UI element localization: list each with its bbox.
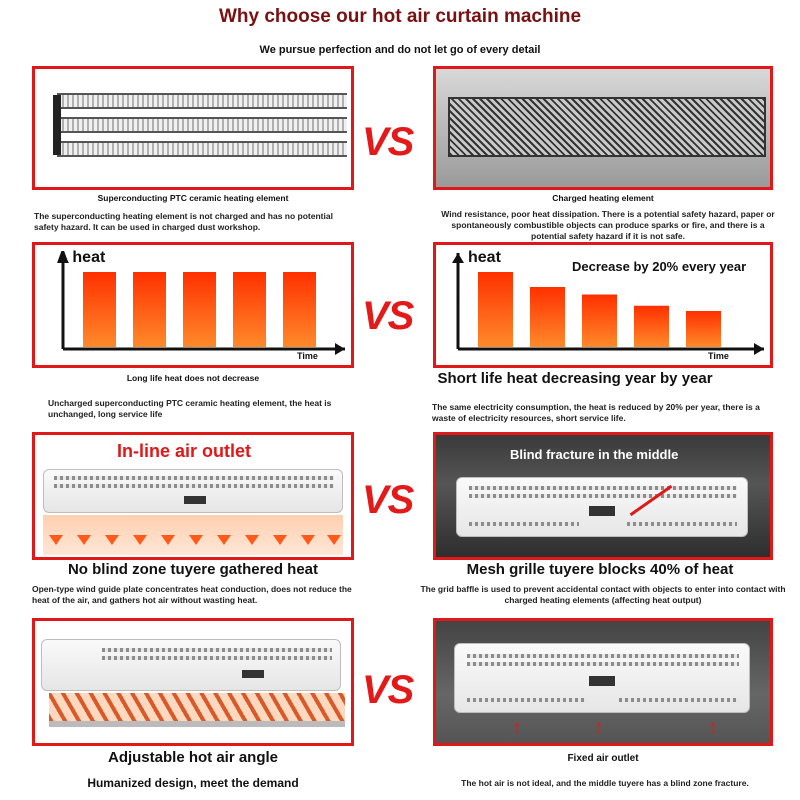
charged-heating-element-image: [436, 69, 770, 187]
inline-air-outlet-panel: In-line air outlet: [32, 432, 354, 560]
heat-bar-chart-left: [57, 253, 345, 355]
vs-label-2: VS: [362, 294, 414, 338]
adjustable-angle-panel: [32, 618, 354, 746]
page-subtitle: We pursue perfection and do not let go o…: [259, 44, 541, 56]
vs-label-3: VS: [362, 478, 414, 522]
y-axis-arrow: [57, 253, 69, 263]
fixed-air-arrow-3: ↑: [708, 717, 718, 739]
heat-bar-chart-right: [452, 253, 764, 355]
heat-bar: [233, 272, 266, 347]
air-curtain-unit-fixed: [454, 643, 750, 713]
chart-xlabel-left: Time: [297, 351, 318, 361]
ptc-heating-element-image: [53, 83, 347, 173]
hot-air-outlet-stream: [43, 515, 343, 555]
short-life-caption: Short life heat decreasing year by year: [437, 370, 713, 387]
no-blind-zone-description: Open-type wind guide plate concentrates …: [32, 584, 352, 605]
air-curtain-unit-adjustable: [41, 639, 341, 691]
ptc-heating-element-panel: [32, 66, 354, 190]
fixed-air-arrow-1: ↑: [512, 717, 522, 739]
air-curtain-unit-left: [43, 469, 343, 513]
charged-description: Wind resistance, poor heat dissipation. …: [441, 209, 775, 241]
y-axis-arrow: [452, 253, 464, 263]
ptc-description: The superconducting heating element is n…: [34, 211, 333, 232]
fixed-outlet-panel: ↑ ↑ ↑: [433, 618, 773, 746]
page-title: Why choose our hot air curtain machine: [218, 6, 582, 27]
heat-bar: [183, 272, 216, 347]
heat-bar: [478, 272, 513, 347]
heat-bar: [686, 311, 721, 347]
chart-ylabel-left: A heat: [57, 249, 106, 266]
heat-bar: [133, 272, 166, 347]
x-axis-arrow: [754, 343, 764, 355]
adjustable-description: Humanized design, meet the demand: [87, 776, 299, 790]
chart-xlabel-right: Time: [708, 351, 729, 361]
adjustable-caption: Adjustable hot air angle: [107, 749, 279, 766]
long-life-heat-chart-panel: A heat Time: [32, 242, 354, 368]
heat-bar: [634, 305, 669, 347]
vs-label-4: VS: [362, 668, 414, 712]
long-life-caption: Long life heat does not decrease: [126, 373, 260, 383]
fixed-air-arrow-2: ↑: [594, 717, 604, 739]
charged-heating-element-panel: [433, 66, 773, 190]
mesh-grille-description: The grid baffle is used to prevent accid…: [420, 584, 786, 605]
charged-caption: Charged heating element: [552, 193, 654, 203]
heat-bar: [582, 294, 617, 347]
fixed-outlet-photo: ↑ ↑ ↑: [436, 621, 770, 743]
ptc-caption: Superconducting PTC ceramic heating elem…: [97, 193, 289, 203]
mesh-grille-caption: Mesh grille tuyere blocks 40% of heat: [466, 561, 734, 578]
heat-bar: [83, 272, 116, 347]
mesh-grille-panel: Blind fracture in the middle: [433, 432, 773, 560]
heat-bar: [530, 287, 565, 347]
fixed-outlet-description: The hot air is not ideal, and the middle…: [461, 778, 749, 788]
inline-outlet-overlay: In-line air outlet: [117, 441, 252, 461]
fixed-outlet-caption: Fixed air outlet: [567, 753, 639, 764]
adjustable-louvers: [49, 693, 345, 721]
x-axis-arrow: [335, 343, 345, 355]
short-life-heat-chart-panel: heat Decrease by 20% every year Time: [433, 242, 773, 368]
decrease-annotation: Decrease by 20% every year: [572, 259, 747, 274]
heat-bar: [283, 272, 316, 347]
vs-label-1: VS: [362, 120, 414, 164]
blind-fracture-overlay: Blind fracture in the middle: [510, 447, 679, 462]
long-life-description: Uncharged superconducting PTC ceramic he…: [48, 398, 332, 419]
no-blind-zone-caption: No blind zone tuyere gathered heat: [67, 561, 319, 578]
short-life-description: The same electricity consumption, the he…: [432, 402, 760, 423]
mesh-grille-photo: Blind fracture in the middle: [436, 435, 770, 557]
air-curtain-unit-right: [456, 477, 748, 537]
chart-ylabel-right: heat: [468, 249, 501, 266]
